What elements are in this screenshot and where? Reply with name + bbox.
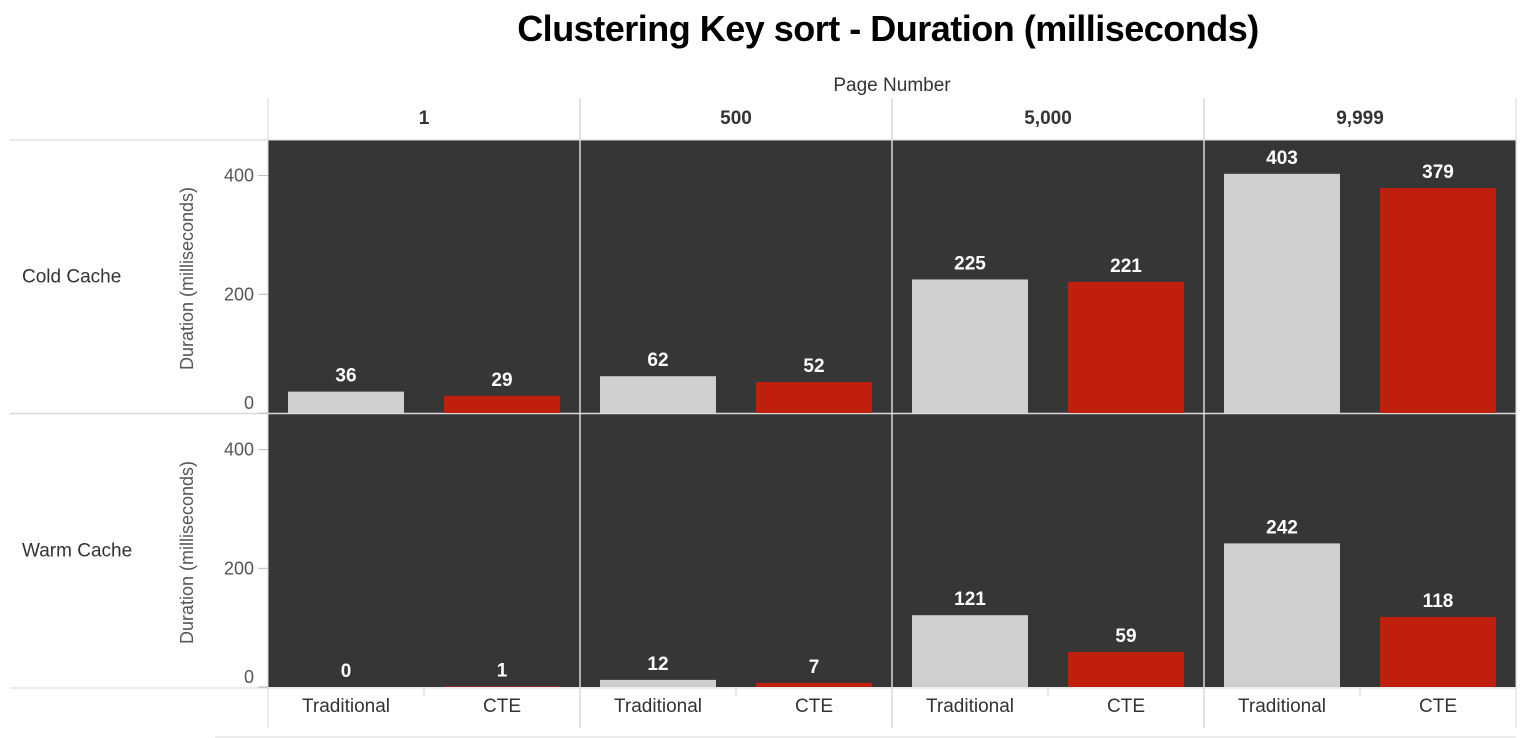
y-tick-label: 200 [224,284,254,304]
y-axis-title: Duration (milliseconds) [177,187,197,370]
bar-value-label: 36 [335,366,356,387]
bar-value-label: 12 [647,654,668,675]
bar-value-label: 403 [1266,148,1298,169]
bar [444,395,560,413]
x-tick-label: Traditional [926,696,1014,717]
bar [1068,281,1184,413]
bar [1068,651,1184,687]
x-tick-label: Traditional [302,696,390,717]
x-tick-label: CTE [483,696,521,717]
y-tick-label: 400 [224,166,254,186]
bar-value-label: 62 [647,350,668,371]
x-tick-label: CTE [1419,696,1457,717]
bar-value-label: 29 [491,370,512,391]
bar [1380,616,1496,687]
bar-value-label: 59 [1115,626,1136,647]
y-tick-label: 400 [224,440,254,460]
bar-value-label: 379 [1422,162,1454,183]
bar-value-label: 121 [954,589,986,610]
bar [600,679,716,687]
bar-value-label: 225 [954,253,986,274]
bar [756,382,872,413]
y-tick-label: 200 [224,558,254,578]
column-label: 5,000 [1024,108,1072,129]
bar-value-label: 0 [341,661,352,682]
row-label: Warm Cache [22,541,132,562]
bar-value-label: 52 [803,356,824,377]
bar-value-label: 118 [1423,591,1454,612]
x-tick-label: CTE [795,696,833,717]
bar-value-label: 242 [1266,517,1298,538]
column-label: 500 [720,108,752,129]
y-tick-label: 0 [244,393,254,413]
chart-title: Clustering Key sort - Duration (millisec… [517,8,1259,49]
bar [1224,173,1340,413]
bar-value-label: 1 [497,660,508,681]
bar [912,279,1028,413]
y-tick-label: 0 [244,667,254,687]
bar [288,391,404,413]
column-label: 1 [419,108,430,129]
x-tick-label: Traditional [1238,696,1326,717]
column-header-label: Page Number [833,75,951,96]
bar-value-label: 7 [809,657,820,678]
column-label: 9,999 [1336,108,1384,129]
x-tick-label: CTE [1107,696,1145,717]
x-tick-label: Traditional [614,696,702,717]
y-axis-title: Duration (milliseconds) [177,461,197,644]
bar [600,376,716,413]
bar [756,682,872,687]
row-label: Cold Cache [22,267,121,288]
bar [444,686,560,687]
bar [912,615,1028,687]
bar-value-label: 221 [1110,256,1142,277]
bar [1380,188,1496,413]
bar [1224,543,1340,687]
